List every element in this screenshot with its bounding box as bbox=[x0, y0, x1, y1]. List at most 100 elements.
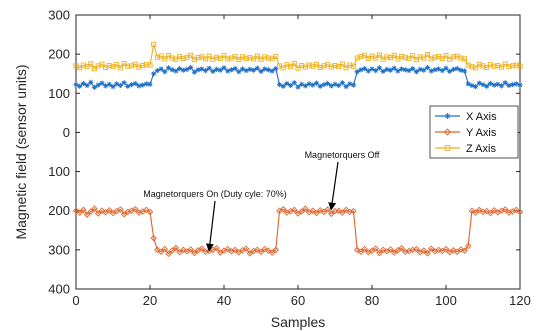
data-point bbox=[279, 205, 287, 213]
data-point bbox=[480, 63, 486, 69]
data-point bbox=[302, 83, 308, 89]
data-point bbox=[195, 55, 201, 61]
y-tick-label: 200 bbox=[48, 47, 70, 62]
data-point bbox=[299, 81, 305, 87]
x-axis-title: Samples bbox=[271, 314, 325, 330]
data-point bbox=[398, 245, 405, 252]
legend-item: Y Axis bbox=[435, 127, 497, 139]
data-point bbox=[191, 69, 197, 75]
data-point bbox=[332, 62, 338, 69]
x-tick-label: 80 bbox=[365, 293, 379, 308]
data-point bbox=[243, 67, 249, 74]
data-point bbox=[357, 248, 365, 256]
data-point bbox=[402, 54, 408, 60]
data-point bbox=[428, 68, 434, 74]
data-point bbox=[173, 56, 179, 62]
data-point bbox=[251, 67, 257, 73]
data-point bbox=[72, 207, 80, 214]
data-point bbox=[169, 55, 175, 61]
data-point bbox=[358, 53, 364, 60]
data-point bbox=[376, 65, 382, 71]
data-point bbox=[131, 205, 139, 213]
data-point bbox=[225, 56, 231, 62]
data-point bbox=[517, 82, 523, 88]
series-x-axis bbox=[73, 64, 523, 91]
data-point bbox=[140, 62, 146, 69]
data-point bbox=[169, 67, 175, 73]
data-point bbox=[140, 82, 146, 88]
data-point bbox=[191, 249, 198, 257]
data-point bbox=[410, 53, 416, 59]
data-point bbox=[125, 83, 131, 89]
data-point bbox=[332, 81, 338, 87]
data-point bbox=[336, 64, 342, 70]
data-point bbox=[99, 80, 105, 86]
y-tick-label: 400 bbox=[48, 282, 70, 297]
data-point bbox=[427, 245, 435, 252]
data-point bbox=[513, 81, 519, 87]
data-point bbox=[202, 56, 209, 62]
data-point bbox=[391, 65, 397, 71]
data-point bbox=[513, 62, 519, 68]
data-point bbox=[447, 68, 453, 74]
data-point bbox=[299, 62, 305, 69]
data-point bbox=[80, 80, 86, 87]
data-point bbox=[399, 66, 405, 72]
data-point bbox=[146, 208, 154, 216]
legend-swatch-marker bbox=[443, 128, 452, 136]
data-point bbox=[347, 62, 353, 68]
data-point bbox=[98, 207, 106, 214]
legend-item: X Axis bbox=[435, 111, 497, 123]
data-point bbox=[320, 208, 328, 216]
data-point bbox=[184, 66, 190, 73]
data-point bbox=[162, 69, 168, 75]
data-point bbox=[439, 67, 445, 74]
data-point bbox=[424, 250, 431, 257]
data-point bbox=[490, 207, 498, 214]
data-point bbox=[354, 55, 360, 61]
data-point bbox=[232, 66, 238, 72]
series-layer bbox=[72, 41, 524, 258]
data-point bbox=[365, 68, 371, 74]
data-point bbox=[176, 248, 183, 256]
data-point bbox=[103, 83, 109, 89]
data-point bbox=[502, 80, 508, 86]
data-point bbox=[432, 54, 438, 60]
data-point bbox=[450, 247, 457, 254]
data-point bbox=[251, 56, 257, 62]
x-tick-label: 100 bbox=[435, 293, 457, 308]
data-point bbox=[506, 64, 512, 70]
data-point bbox=[254, 53, 260, 59]
x-axis-ticks: 0 20 40 60 80 100 120 bbox=[72, 15, 531, 308]
data-point bbox=[125, 63, 131, 69]
data-point bbox=[379, 246, 387, 254]
data-point bbox=[495, 62, 501, 69]
data-point bbox=[353, 246, 361, 254]
data-point bbox=[428, 56, 434, 62]
data-point bbox=[350, 207, 357, 215]
data-point bbox=[83, 211, 91, 218]
legend-item: Z Axis bbox=[435, 143, 496, 155]
data-point bbox=[354, 69, 360, 75]
x-tick-label: 20 bbox=[143, 293, 157, 308]
data-point bbox=[421, 55, 427, 61]
data-point bbox=[151, 71, 157, 77]
data-point bbox=[117, 65, 123, 71]
data-point bbox=[387, 246, 394, 253]
data-point bbox=[291, 61, 297, 67]
data-point bbox=[147, 62, 153, 68]
y-tick-label: 300 bbox=[48, 242, 70, 257]
data-point bbox=[199, 66, 205, 72]
data-point bbox=[73, 82, 79, 88]
data-point bbox=[339, 80, 345, 86]
data-point bbox=[268, 249, 276, 256]
data-point bbox=[328, 64, 334, 70]
data-point bbox=[295, 84, 301, 90]
x-tick-label: 120 bbox=[509, 293, 531, 308]
legend-label: Y Axis bbox=[466, 127, 497, 139]
data-point bbox=[295, 65, 301, 71]
data-point bbox=[206, 65, 212, 71]
data-point bbox=[491, 63, 497, 69]
annotation-text: Magnetorquers On (Duty cyle: 70%) bbox=[143, 189, 287, 199]
data-point bbox=[80, 62, 86, 68]
